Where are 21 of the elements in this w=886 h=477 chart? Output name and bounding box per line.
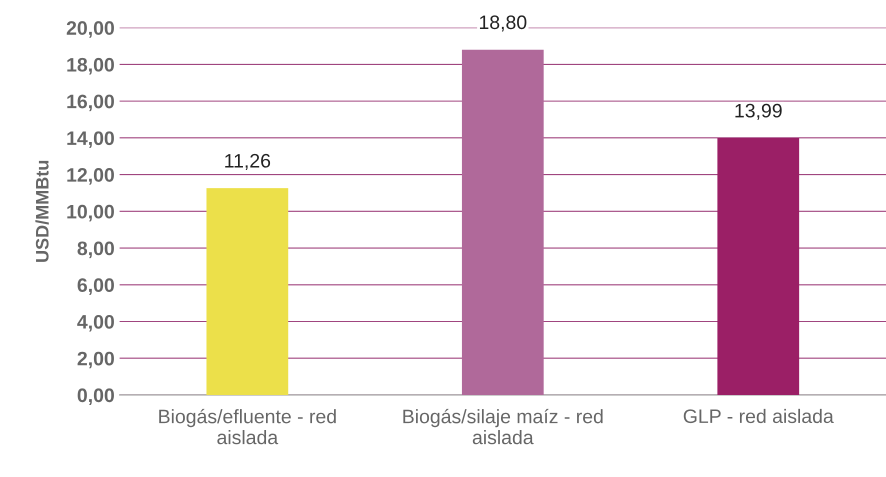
data-label: 13,99 <box>735 104 782 120</box>
y-tick-label: 20,00 <box>66 21 114 38</box>
bar <box>717 138 800 395</box>
data-label: 18,80 <box>480 15 526 32</box>
y-tick-label: 14,00 <box>67 131 114 148</box>
x-tick-label: Biogás/efluente - red aislada <box>159 408 336 444</box>
y-tick-label: 8,00 <box>78 242 114 258</box>
y-tick-label: 16,00 <box>67 94 114 112</box>
y-tick-label: 18,00 <box>67 58 114 74</box>
y-tick-label: 6,00 <box>78 278 114 295</box>
y-tick-label: 4,00 <box>77 314 114 332</box>
y-tick-label: 0,00 <box>78 388 114 406</box>
y-axis-title: USD/MMBtu <box>35 160 49 262</box>
y-tick-label: 2,00 <box>78 352 114 368</box>
data-label: 11,26 <box>225 154 270 170</box>
bar <box>206 188 288 395</box>
x-tick-label: Biogás/silaje maíz - red aislada <box>403 408 603 444</box>
y-tick-label: 10,00 <box>67 204 114 222</box>
bar <box>462 50 544 395</box>
y-tick-label: 12,00 <box>67 168 114 185</box>
x-tick-label: GLP - red aislada <box>684 408 834 424</box>
